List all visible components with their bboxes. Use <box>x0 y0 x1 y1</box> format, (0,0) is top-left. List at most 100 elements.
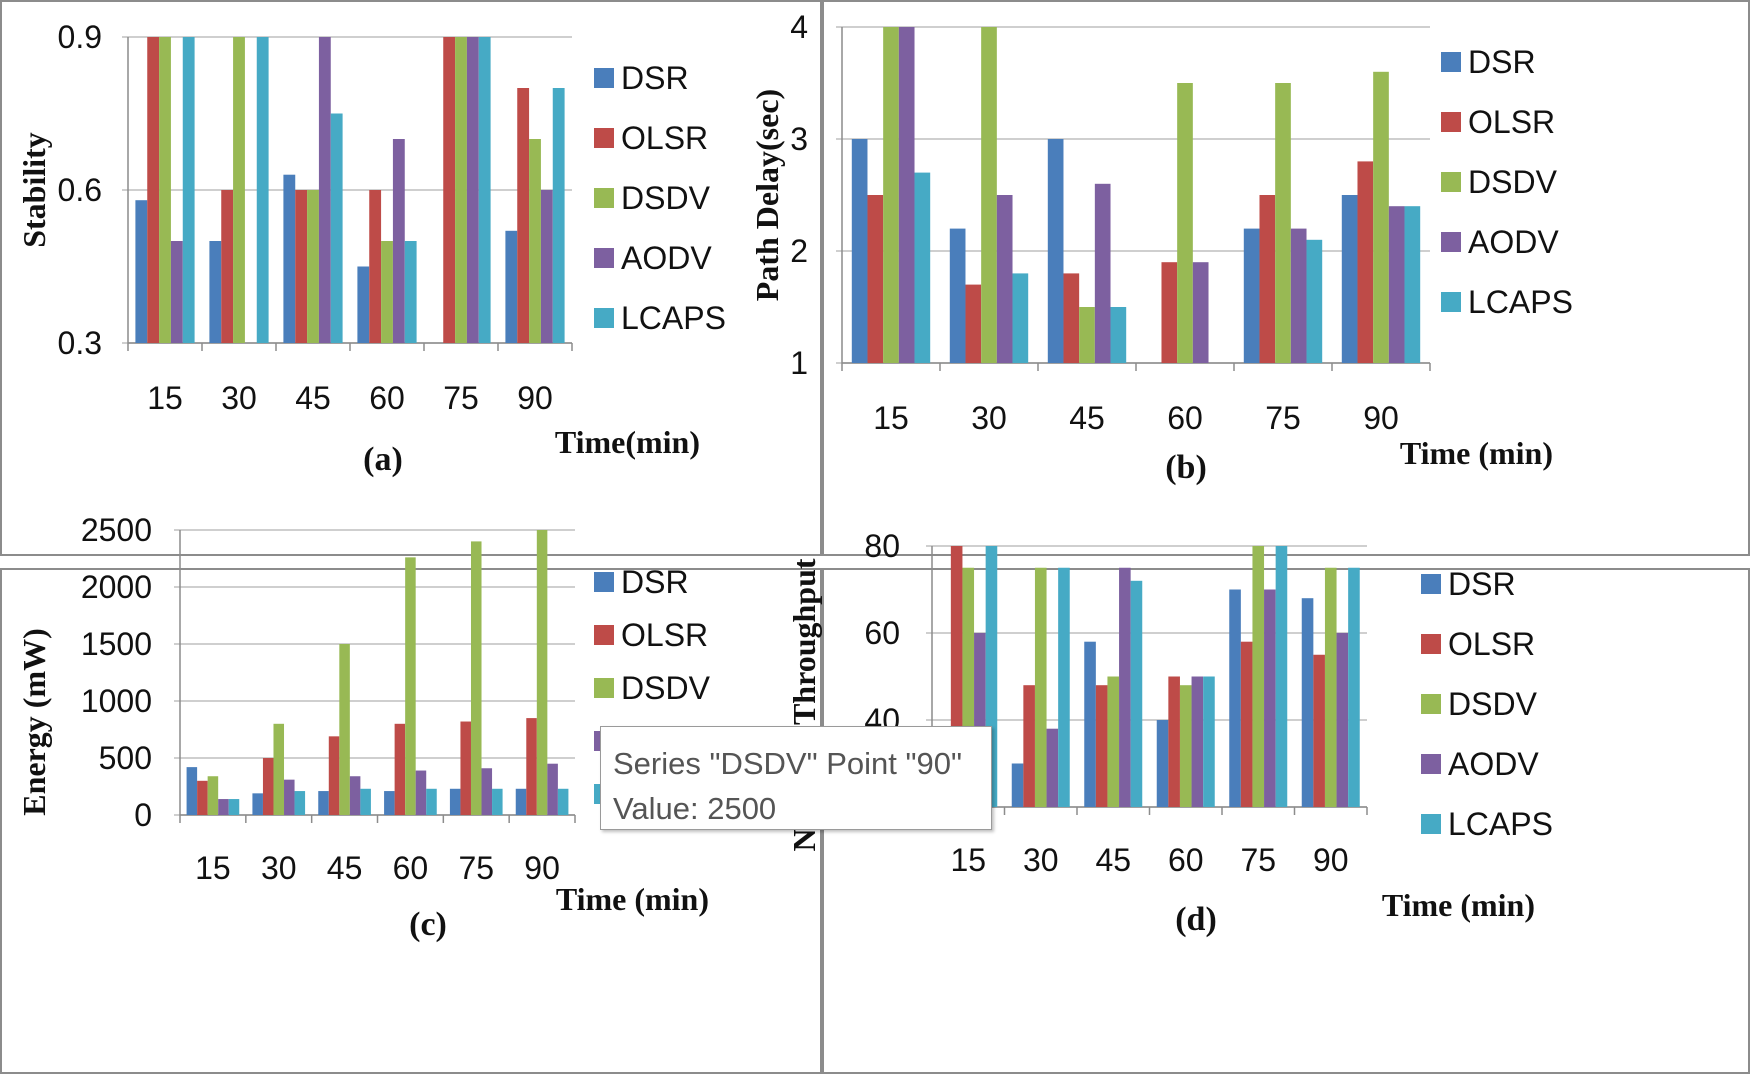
bar-olsr-15[interactable] <box>867 195 884 363</box>
bar-olsr-60[interactable] <box>1161 262 1178 363</box>
bar-olsr-90[interactable] <box>1357 161 1374 363</box>
bar-lcaps-75[interactable] <box>1275 546 1288 807</box>
bar-lcaps-75[interactable] <box>1306 239 1323 363</box>
bar-aodv-90[interactable] <box>1336 633 1349 807</box>
bar-aodv-45[interactable] <box>318 37 331 343</box>
bar-dsr-30[interactable] <box>1011 763 1024 808</box>
bar-olsr-60[interactable] <box>394 723 406 815</box>
bar-lcaps-30[interactable] <box>294 791 306 815</box>
bar-lcaps-90[interactable] <box>1404 206 1421 363</box>
bar-dsdv-60[interactable] <box>381 241 393 343</box>
bar-dsr-60[interactable] <box>1156 720 1169 807</box>
bar-lcaps-45[interactable] <box>1110 307 1127 363</box>
bar-lcaps-15[interactable] <box>228 799 240 815</box>
bar-aodv-30[interactable] <box>996 195 1013 363</box>
bar-aodv-75[interactable] <box>1290 228 1307 363</box>
bar-olsr-60[interactable] <box>369 190 382 343</box>
bar-dsr-45[interactable] <box>1084 641 1096 807</box>
bar-aodv-45[interactable] <box>349 776 361 815</box>
bar-dsdv-15[interactable] <box>962 567 975 807</box>
bar-aodv-75[interactable] <box>481 768 493 815</box>
bar-dsr-30[interactable] <box>949 228 966 363</box>
bar-aodv-60[interactable] <box>1192 262 1209 363</box>
bar-dsdv-90[interactable] <box>536 530 548 815</box>
bar-dsdv-15[interactable] <box>159 37 171 343</box>
bar-lcaps-90[interactable] <box>552 88 565 343</box>
bar-dsdv-30[interactable] <box>1034 567 1047 807</box>
bar-olsr-15[interactable] <box>147 37 160 343</box>
bar-lcaps-45[interactable] <box>1130 580 1143 807</box>
bar-olsr-90[interactable] <box>1313 654 1325 807</box>
bar-dsr-60[interactable] <box>357 266 370 344</box>
bar-dsr-30[interactable] <box>252 793 263 815</box>
bar-lcaps-30[interactable] <box>256 37 269 343</box>
bar-dsr-90[interactable] <box>515 788 527 815</box>
bar-aodv-75[interactable] <box>1264 589 1276 808</box>
bar-lcaps-60[interactable] <box>426 788 437 815</box>
bar-dsdv-45[interactable] <box>339 644 350 815</box>
bar-lcaps-15[interactable] <box>914 172 931 363</box>
bar-olsr-90[interactable] <box>526 718 537 815</box>
bar-aodv-30[interactable] <box>284 779 295 815</box>
bar-dsdv-75[interactable] <box>470 541 482 815</box>
bar-aodv-45[interactable] <box>1094 183 1111 363</box>
bar-olsr-45[interactable] <box>295 190 308 343</box>
bar-olsr-75[interactable] <box>1240 641 1253 807</box>
bar-dsdv-15[interactable] <box>207 776 219 815</box>
bar-lcaps-60[interactable] <box>1203 676 1215 808</box>
bar-aodv-45[interactable] <box>1119 567 1131 807</box>
bar-olsr-30[interactable] <box>965 284 982 363</box>
bar-dsr-15[interactable] <box>135 200 148 343</box>
bar-aodv-15[interactable] <box>170 241 183 343</box>
bar-lcaps-30[interactable] <box>1058 567 1070 807</box>
bar-aodv-60[interactable] <box>1191 676 1204 808</box>
bar-olsr-15[interactable] <box>950 546 963 807</box>
bar-olsr-75[interactable] <box>460 721 471 815</box>
bar-dsr-75[interactable] <box>1229 589 1241 808</box>
bar-dsdv-30[interactable] <box>273 723 285 815</box>
bar-olsr-45[interactable] <box>1095 685 1108 807</box>
bar-dsr-15[interactable] <box>851 139 868 363</box>
bar-dsr-45[interactable] <box>318 791 329 815</box>
bar-dsdv-30[interactable] <box>233 37 245 343</box>
bar-dsr-45[interactable] <box>283 174 296 343</box>
bar-dsdv-60[interactable] <box>1179 685 1192 807</box>
bar-dsdv-15[interactable] <box>883 27 899 363</box>
bar-dsdv-30[interactable] <box>981 27 997 363</box>
bar-lcaps-60[interactable] <box>404 241 417 343</box>
bar-aodv-15[interactable] <box>898 27 915 363</box>
bar-dsdv-90[interactable] <box>529 139 541 343</box>
bar-olsr-15[interactable] <box>197 780 208 815</box>
bar-olsr-30[interactable] <box>262 758 274 815</box>
bar-dsdv-75[interactable] <box>1252 546 1265 807</box>
bar-dsdv-45[interactable] <box>1079 307 1095 363</box>
bar-dsdv-60[interactable] <box>1177 83 1193 363</box>
bar-lcaps-90[interactable] <box>557 788 569 815</box>
bar-dsr-15[interactable] <box>186 767 198 815</box>
bar-aodv-90[interactable] <box>540 190 553 343</box>
bar-dsdv-45[interactable] <box>1107 676 1120 808</box>
bar-olsr-90[interactable] <box>517 88 530 343</box>
bar-dsr-75[interactable] <box>1243 228 1260 363</box>
bar-dsr-90[interactable] <box>505 230 518 343</box>
bar-aodv-30[interactable] <box>1046 728 1059 807</box>
bar-lcaps-15[interactable] <box>182 37 195 343</box>
bar-dsdv-90[interactable] <box>1373 71 1389 364</box>
bar-aodv-60[interactable] <box>415 770 427 815</box>
bar-olsr-75[interactable] <box>1259 195 1276 363</box>
bar-lcaps-75[interactable] <box>492 788 503 815</box>
bar-lcaps-45[interactable] <box>330 113 343 344</box>
bar-dsr-75[interactable] <box>449 788 461 815</box>
bar-lcaps-45[interactable] <box>360 788 371 815</box>
bar-olsr-30[interactable] <box>1023 685 1035 807</box>
bar-lcaps-90[interactable] <box>1348 567 1360 807</box>
bar-dsdv-90[interactable] <box>1324 567 1337 807</box>
bar-olsr-45[interactable] <box>328 736 340 815</box>
bar-dsr-90[interactable] <box>1301 598 1314 807</box>
bar-dsdv-60[interactable] <box>405 557 416 815</box>
bar-lcaps-30[interactable] <box>1012 273 1029 363</box>
bar-aodv-90[interactable] <box>547 763 558 815</box>
bar-aodv-15[interactable] <box>218 799 229 815</box>
bar-olsr-45[interactable] <box>1063 273 1080 363</box>
bar-dsdv-75[interactable] <box>1275 83 1291 363</box>
